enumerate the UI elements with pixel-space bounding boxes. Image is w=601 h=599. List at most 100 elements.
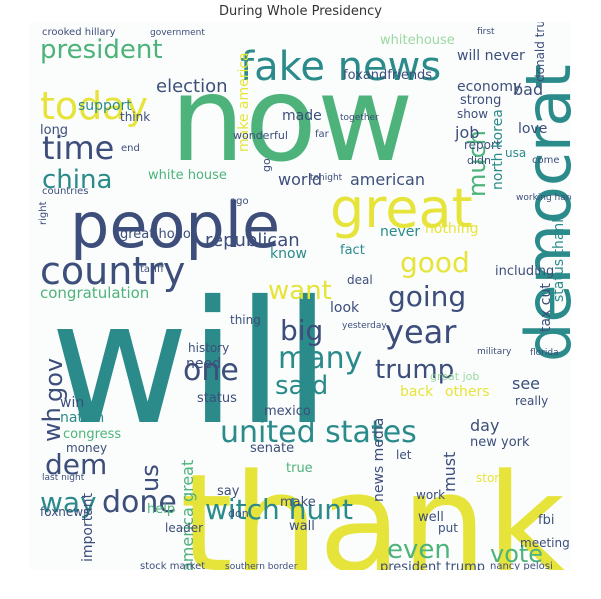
word-wonderful: wonderful [233, 129, 288, 142]
word-made: made [282, 108, 322, 124]
word-love: love [518, 121, 547, 137]
word-united-states: united states [220, 415, 417, 450]
word-good: good [400, 246, 470, 279]
word-north-korea: north korea [490, 109, 506, 190]
word-will: will [50, 265, 331, 463]
word-time: time [42, 129, 114, 167]
word-don: don [228, 507, 249, 520]
word-congratulation: congratulation [40, 284, 149, 302]
word-big: big [280, 314, 323, 347]
word-mexico: mexico [264, 404, 311, 419]
word-america-great: america great [178, 460, 197, 570]
word-china: china [42, 165, 112, 195]
word-dem: dem [45, 448, 107, 481]
word-wall: wall [289, 519, 315, 534]
word-countries: countries [42, 186, 88, 197]
word-meeting: meeting [520, 536, 570, 550]
word-florida: florida [530, 348, 559, 358]
word-congress: congress [63, 427, 121, 442]
word-nation: nation [60, 410, 104, 426]
word-great: great [330, 177, 473, 240]
word-end: end [121, 143, 140, 154]
word-including: including [495, 264, 554, 279]
word-support: support [78, 98, 132, 114]
word-need: need [186, 356, 221, 372]
word-right: right [38, 201, 49, 225]
word-economy: economy [457, 79, 521, 95]
word-witch-hunt: witch hunt [205, 493, 353, 526]
word-tax-cut: tax cut [538, 283, 554, 332]
word-status: status [197, 391, 237, 406]
word-know: know [270, 246, 307, 262]
word-money: money [66, 441, 107, 455]
word-fact: fact [340, 243, 365, 258]
word-let: let [396, 448, 412, 462]
word-make: make [280, 495, 316, 510]
word-democrat: democrat [512, 64, 571, 362]
word-new-york: new york [470, 435, 530, 450]
word-show: show [457, 107, 488, 121]
word-foxnews: foxnews [40, 505, 89, 519]
word-wh: wh [38, 407, 66, 442]
word-republican: republican [205, 230, 300, 251]
word-tariff: tariff [140, 264, 165, 275]
word-thing: thing [230, 313, 261, 327]
word-tonight: tonight [310, 173, 343, 183]
word-job: job [454, 123, 479, 142]
word-vote: vote [490, 540, 543, 568]
word-president: president [40, 35, 163, 65]
word-together: together [340, 113, 379, 123]
word-going: going [388, 280, 466, 313]
word-news-media: news media [371, 418, 387, 502]
word-people: people [70, 189, 280, 262]
word-much: much [463, 130, 491, 197]
word-want: want [268, 276, 332, 306]
word-think: think [120, 110, 150, 124]
word-great-job: great job [430, 370, 479, 383]
word-one: one [183, 353, 239, 388]
word-long: long [40, 123, 68, 138]
word-us: us [136, 464, 164, 492]
word-said: said [275, 371, 328, 401]
word-ago: ago [230, 196, 249, 207]
word-yesterday: yesterday [342, 321, 387, 331]
word-back: back [400, 384, 434, 400]
word-many: many [278, 341, 362, 376]
word-southern-border: southern border [225, 562, 298, 570]
word-look: look [330, 300, 360, 316]
word-way: way [40, 486, 97, 519]
word-today: today [40, 84, 148, 128]
word-stock-market: stock market [140, 561, 205, 570]
word-well: well [418, 510, 444, 525]
word-important: important [80, 492, 96, 562]
word-fbi: fbi [538, 513, 554, 528]
word-last-night: last night [42, 473, 85, 483]
word-see: see [512, 374, 540, 393]
word-help: help [147, 502, 175, 517]
word-trump: trump [375, 355, 454, 385]
word-american: american [350, 170, 425, 189]
word-gov: gov [40, 358, 68, 402]
word-report: report [464, 138, 501, 152]
word-others: others [445, 384, 490, 400]
word-must: must [440, 452, 459, 492]
word-go: go [260, 158, 273, 172]
word-whitehouse: whitehouse [380, 33, 455, 48]
word-done: done [102, 485, 177, 520]
chart-title: During Whole Presidency [218, 4, 382, 19]
word-government: government [150, 28, 205, 38]
word-working-hard: working hard [516, 193, 571, 203]
word-didn: didn [467, 154, 491, 167]
word-never: never [380, 224, 420, 240]
word-will-never: will never [457, 48, 525, 64]
word-country: country [40, 249, 185, 293]
word-status-thank: status thank [551, 214, 567, 302]
word-crooked-hillary: crooked hillary [42, 27, 116, 38]
word-make-america: make america [236, 52, 252, 152]
word-bad: bad [513, 80, 543, 99]
word-deal: deal [347, 273, 373, 287]
word-senate: senate [250, 441, 294, 456]
word-white-house: white house [148, 168, 227, 183]
word-thank: thank [180, 445, 565, 570]
